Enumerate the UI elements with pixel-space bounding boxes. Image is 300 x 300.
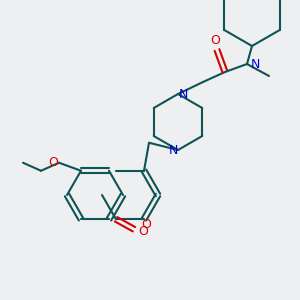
Text: O: O bbox=[48, 156, 58, 169]
Text: N: N bbox=[178, 88, 188, 100]
Text: N: N bbox=[168, 143, 178, 157]
Text: N: N bbox=[250, 58, 260, 70]
Text: O: O bbox=[210, 34, 220, 46]
Text: O: O bbox=[138, 225, 148, 238]
Text: O: O bbox=[141, 218, 151, 231]
